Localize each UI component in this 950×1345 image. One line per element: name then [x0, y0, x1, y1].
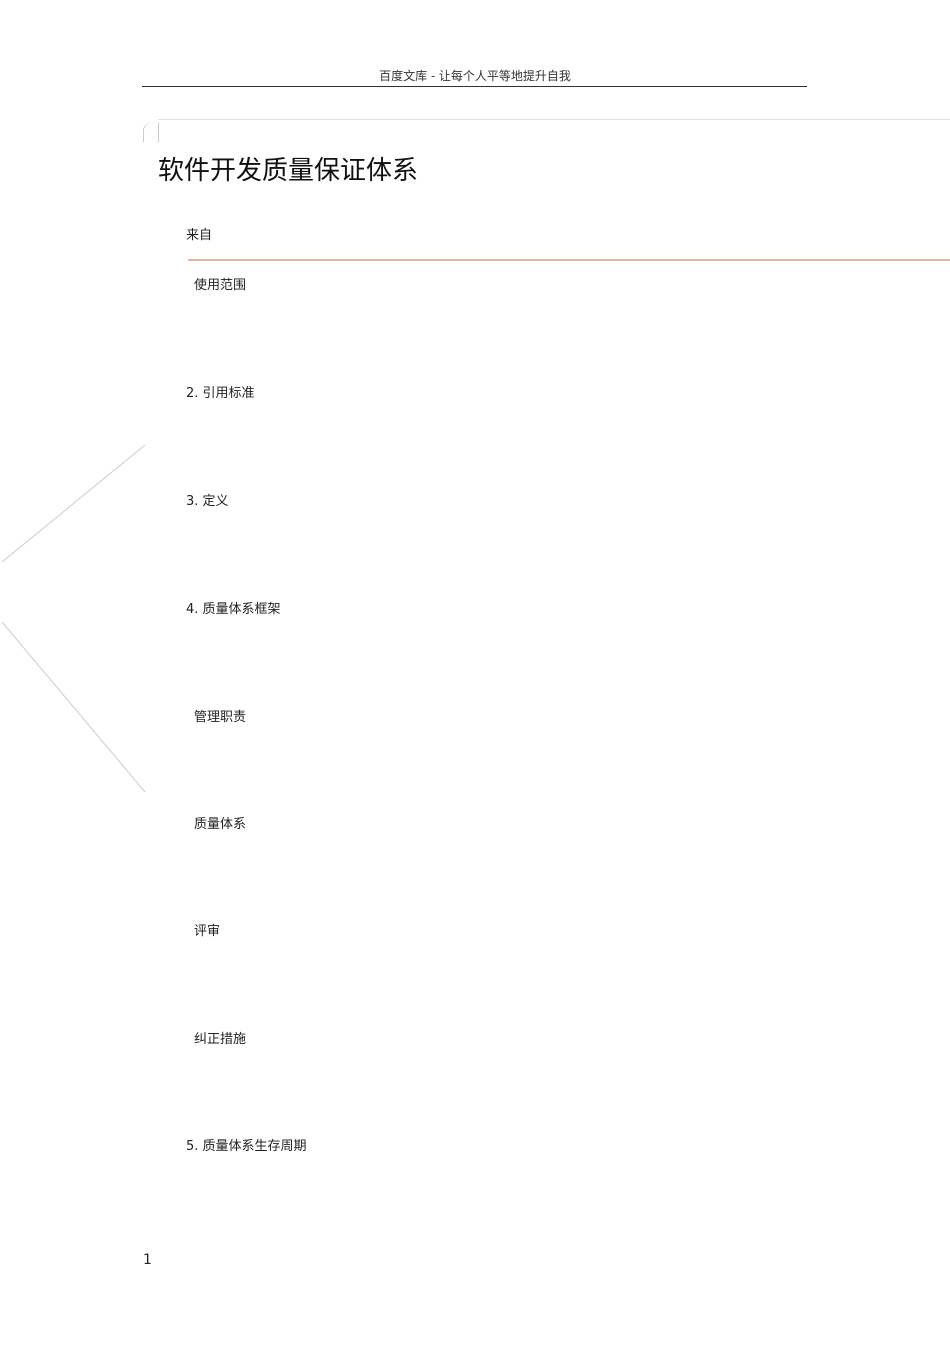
list-item: 2. 引用标准 [186, 386, 255, 401]
list-item: 3. 定义 [186, 494, 229, 509]
document-title: 软件开发质量保证体系 [158, 156, 419, 186]
list-item: 4. 质量体系框架 [186, 602, 281, 617]
page-number: 1 [143, 1252, 152, 1268]
page-header: 百度文库 - 让每个人平等地提升自我 [379, 69, 571, 83]
list-item: 纠正措施 [194, 1032, 247, 1047]
list-item: 管理职责 [194, 710, 247, 725]
source-label: 来自 [186, 228, 213, 243]
list-item: 5. 质量体系生存周期 [186, 1139, 307, 1154]
list-item: 使用范围 [194, 278, 247, 293]
list-item: 评审 [194, 924, 221, 939]
decorative-diagonal-lines [1, 444, 146, 793]
header-divider [142, 86, 807, 87]
accent-divider [188, 259, 950, 261]
page-top-border [158, 119, 950, 120]
page-corner-icon [143, 122, 159, 142]
list-item: 质量体系 [194, 817, 247, 832]
